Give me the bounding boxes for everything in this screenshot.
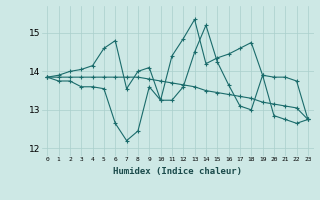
X-axis label: Humidex (Indice chaleur): Humidex (Indice chaleur) <box>113 167 242 176</box>
